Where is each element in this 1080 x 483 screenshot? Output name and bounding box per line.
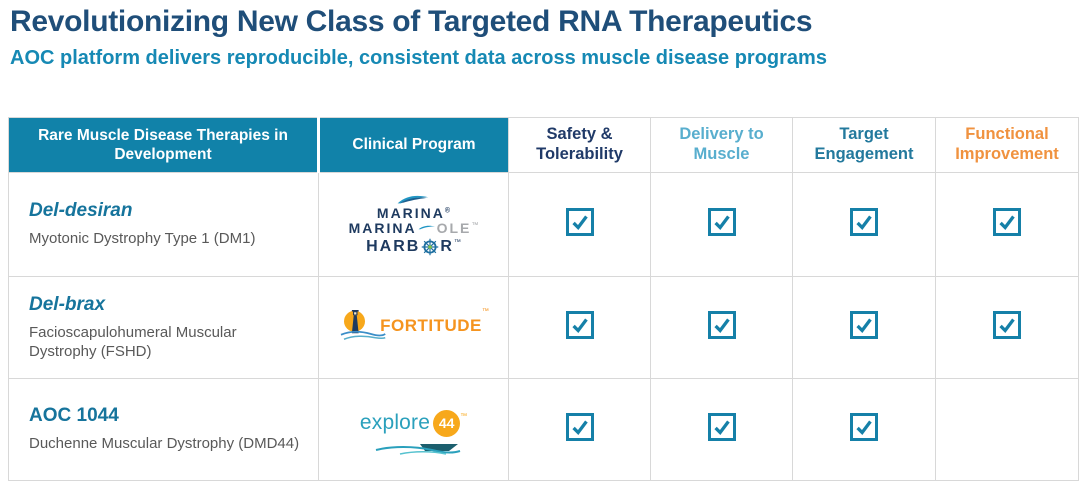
explore44-sun-badge: 44 [433,409,461,437]
checkbox-checked-icon [707,311,736,339]
checkbox-checked-icon [707,208,736,236]
disease-label: Facioscapulohumeral Muscular Dystrophy (… [29,323,237,361]
marina-ole-text-navy: MARINA [348,219,417,236]
harbor-text-right: R [440,237,454,255]
safety-check-cell [508,172,651,277]
clinical-program-cell: explore 44 ™ [318,378,509,481]
therapy-name: Del-brax [29,293,106,315]
registered-mark: ® [444,206,451,214]
checkbox-checked-icon [565,413,594,441]
checkbox-checked-icon [565,208,594,236]
marina-ole-text-gray: OLE [436,219,472,236]
checkbox-checked-icon [565,311,594,339]
trademark-mark: ™ [453,238,461,246]
header-row: Rare Muscle Disease Therapies in Develop… [8,117,1079,173]
table-row-aoc-1044: AOC 1044 Duchenne Muscular Dystrophy (DM… [8,378,1079,481]
therapy-cell: AOC 1044 Duchenne Muscular Dystrophy (DM… [8,378,319,481]
target-check-cell [792,172,936,277]
checkbox-checked-icon [850,311,878,339]
programs-table: Rare Muscle Disease Therapies in Develop… [8,117,1079,481]
therapy-name: Del-desiran [29,200,133,222]
checkbox-checked-icon [707,413,736,441]
harbor-text-left: HARB [366,237,421,255]
explore-text: explore [359,411,431,434]
fortitude-text: FORTITUDE [380,315,482,335]
col-header-delivery: Delivery to Muscle [650,117,793,173]
table-row-del-brax: Del-brax Facioscapulohumeral Muscular Dy… [8,276,1079,379]
clinical-program-cell: MARINA® MARINA OLE ™ HARB [318,172,509,277]
delivery-check-cell [650,172,793,277]
safety-check-cell [508,276,651,379]
checkbox-checked-icon [850,413,878,441]
functional-check-cell [935,172,1079,277]
target-check-cell [792,378,936,481]
page-title: Revolutionizing New Class of Targeted RN… [10,5,813,38]
therapy-cell: Del-brax Facioscapulohumeral Muscular Dy… [8,276,319,379]
checkbox-checked-icon [850,208,878,236]
page-subtitle: AOC platform delivers reproducible, cons… [10,47,827,69]
checkbox-checked-icon [993,311,1021,339]
disease-label: Myotonic Dystrophy Type 1 (DM1) [29,230,256,248]
safety-check-cell [508,378,651,481]
helm-wheel-icon [422,238,439,255]
table-row-del-desiran: Del-desiran Myotonic Dystrophy Type 1 (D… [8,172,1079,277]
clinical-program-cell: FORTITUDE ™ [318,276,509,379]
fortitude-logo: FORTITUDE ™ [338,306,489,344]
lighthouse-icon [340,310,386,340]
wave-icon [418,225,436,230]
target-check-cell [792,276,936,379]
trademark-mark: ™ [481,308,489,315]
col-header-safety: Safety & Tolerability [508,117,651,173]
col-header-target: Target Engagement [792,117,936,173]
marina-logo: MARINA® [377,194,450,220]
checkbox-checked-icon [993,208,1021,236]
functional-check-cell [935,276,1079,379]
functional-check-cell [935,378,1079,481]
marina-ole-logo: MARINA OLE ™ [349,221,479,235]
col-header-functional: Functional Improvement [935,117,1079,173]
disease-label: Duchenne Muscular Dystrophy (DMD44) [29,435,300,453]
therapy-name: AOC 1044 [29,405,119,427]
explore44-logo: explore 44 ™ [352,404,476,456]
marina-logo-text: MARINA [376,204,445,221]
trademark-mark: ™ [471,221,479,229]
sailboat-icon [375,443,460,455]
trademark-mark: ™ [460,412,468,420]
delivery-check-cell [650,276,793,379]
wave-icon [398,195,429,203]
therapy-cell: Del-desiran Myotonic Dystrophy Type 1 (D… [8,172,319,277]
col-header-therapies: Rare Muscle Disease Therapies in Develop… [8,117,320,173]
delivery-check-cell [650,378,793,481]
col-header-clinical-program: Clinical Program [318,117,509,173]
harbor-logo: HARB R [366,238,461,256]
